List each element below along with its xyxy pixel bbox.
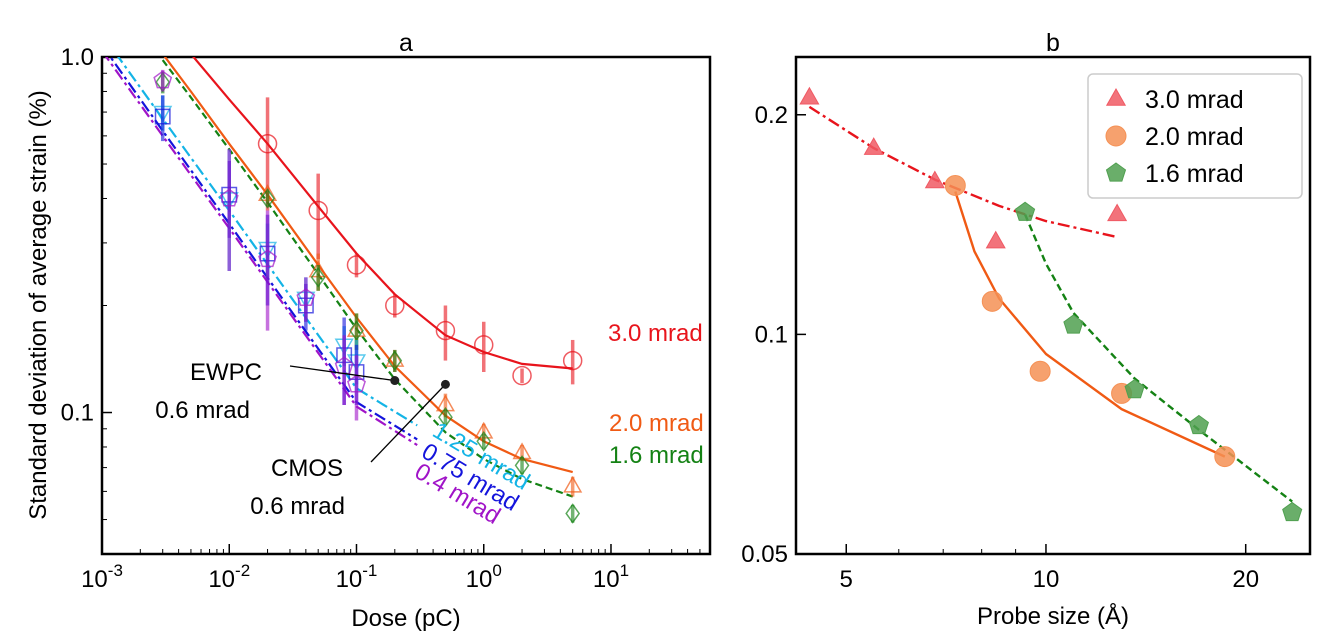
a-y-tick-label: 1.0 — [61, 44, 94, 71]
panel-a-title: a — [399, 29, 413, 57]
b-x-tick-label: 20 — [1232, 566, 1259, 593]
a-fit-line — [105, 57, 418, 447]
a-series-label: 3.0 mrad — [608, 320, 703, 347]
a-data-point — [562, 350, 583, 371]
panel-a-frame — [100, 55, 712, 556]
annotation-point — [440, 379, 450, 389]
b-y-tick-label: 0.1 — [755, 321, 788, 348]
b-x-tick-label: 5 — [840, 566, 853, 593]
b-data-point — [863, 137, 884, 155]
b-data-point — [1214, 446, 1236, 468]
a-data-point — [296, 288, 316, 306]
legend-marker — [1105, 87, 1127, 106]
annotation-leader — [289, 365, 395, 382]
legend-label: 2.0 mrad — [1145, 123, 1244, 151]
b-fit-line — [954, 191, 1226, 458]
a-data-point — [435, 320, 456, 341]
legend-marker — [1105, 125, 1127, 147]
a-data-point — [512, 365, 532, 386]
b-data-point — [924, 170, 945, 189]
a-data-point — [154, 108, 171, 125]
a-x-tick-label: 100 — [466, 561, 502, 593]
panel-b-legend: 3.0 mrad 2.0 mrad 1.6 mrad — [1087, 73, 1303, 199]
annotation-sublabel: 0.6 mrad — [250, 493, 345, 520]
b-fit-line — [808, 105, 1118, 239]
b-data-point — [1029, 360, 1051, 382]
a-fit-line — [161, 59, 574, 498]
b-fit-line — [1023, 214, 1293, 503]
a-fit-line — [109, 57, 418, 441]
a-data-point — [219, 188, 239, 207]
b-data-point — [981, 290, 1003, 312]
b-data-point — [1107, 203, 1128, 222]
a-y-tick-label: 0.1 — [61, 400, 94, 427]
panel-a: a Dose (pC) Standard deviation of averag… — [25, 29, 712, 632]
a-data-point — [297, 297, 314, 314]
a-fit-line — [192, 57, 573, 370]
a-data-point — [257, 134, 278, 154]
panel-a-xlabel: Dose (pC) — [351, 605, 460, 632]
a-x-tick-label: 101 — [593, 561, 629, 593]
annotation-point — [390, 376, 400, 386]
legend-label: 1.6 mrad — [1145, 160, 1244, 188]
b-y-tick-label: 0.2 — [755, 102, 788, 129]
b-data-point — [1063, 314, 1084, 334]
annotation-sublabel: 0.6 mrad — [155, 397, 250, 424]
annotation-label: EWPC — [190, 359, 262, 386]
panel-a-ylabel: Standard deviation of average strain (%) — [25, 90, 52, 520]
a-x-tick-label: 10-2 — [208, 561, 250, 593]
panel-b-xlabel: Probe size (Å) — [977, 602, 1129, 630]
panel-b: b Probe size (Å) 5 10 20 0.05 0.1 0.2 3.0 mra… — [741, 29, 1312, 630]
b-y-tick-label: 0.05 — [741, 541, 788, 568]
a-series-label: 1.6 mrad — [609, 442, 704, 469]
a-data-point — [514, 455, 530, 476]
b-x-tick-label: 10 — [1033, 566, 1060, 593]
a-series-label: 2.0 mrad — [609, 410, 704, 437]
b-data-point — [985, 230, 1006, 249]
a-data-point — [346, 255, 367, 275]
legend-marker — [1105, 162, 1127, 182]
a-data-point — [387, 350, 403, 371]
a-fit-line — [117, 57, 418, 427]
b-data-point — [1014, 201, 1036, 221]
panel-b-title: b — [1046, 29, 1060, 57]
a-data-point — [385, 295, 405, 316]
b-data-point — [799, 86, 820, 105]
a-data-point — [347, 374, 366, 393]
a-data-point — [308, 200, 328, 221]
panel-b-frame — [794, 55, 1312, 556]
b-data-point — [944, 174, 966, 196]
a-x-tick-label: 10-1 — [336, 561, 378, 593]
annotation-leader — [370, 383, 446, 463]
annotation-label: CMOS — [271, 455, 343, 482]
b-data-point — [1188, 414, 1209, 435]
b-data-point — [1124, 378, 1145, 399]
legend-box — [1087, 73, 1303, 199]
a-data-point — [258, 249, 277, 268]
a-data-point — [153, 70, 173, 89]
a-data-point — [349, 320, 364, 341]
a-data-point — [438, 406, 453, 428]
a-data-point — [476, 431, 492, 452]
a-data-point — [565, 503, 581, 524]
a-data-point — [310, 267, 326, 288]
a-data-point — [563, 475, 583, 493]
legend-label: 3.0 mrad — [1145, 86, 1244, 114]
b-data-point — [1282, 501, 1303, 522]
a-data-point — [260, 188, 275, 209]
a-data-point — [473, 335, 494, 355]
a-x-tick-label: 10-3 — [81, 561, 123, 593]
